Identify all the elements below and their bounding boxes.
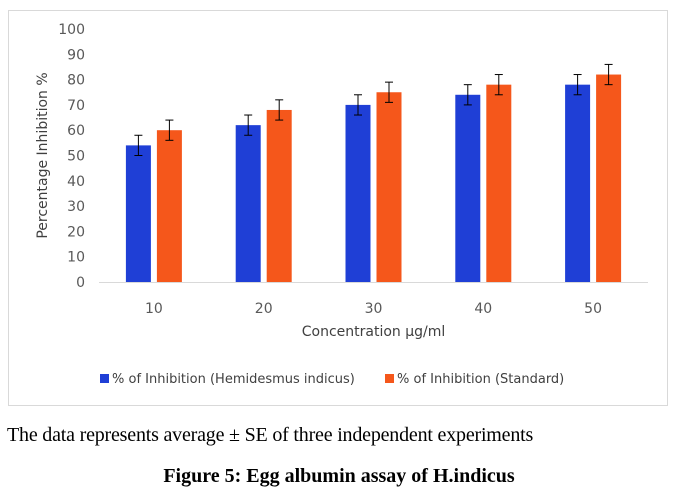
legend-swatch	[385, 374, 394, 383]
x-tick-label: 40	[474, 301, 492, 317]
x-tick-label: 20	[255, 301, 273, 317]
chart-frame	[8, 10, 668, 406]
y-tick-label: 90	[67, 47, 85, 63]
legend-label: % of Inhibition (Standard)	[397, 372, 564, 387]
y-tick-label: 80	[67, 73, 85, 89]
x-axis-ticks: 10 20 30 40 50	[145, 301, 602, 317]
bar	[376, 92, 402, 282]
bar	[486, 84, 512, 282]
footnote: The data represents average ± SE of thre…	[7, 424, 534, 446]
legend-label: % of Inhibition (Hemidesmus indicus)	[112, 372, 355, 387]
bar	[125, 145, 151, 282]
y-tick-label: 100	[58, 22, 85, 38]
x-tick-label: 10	[145, 301, 163, 317]
y-axis-title: Percentage Inhibition %	[35, 72, 51, 238]
bar	[596, 74, 622, 282]
y-tick-label: 70	[67, 98, 85, 114]
y-tick-label: 50	[67, 149, 85, 165]
y-tick-label: 0	[76, 275, 85, 291]
x-tick-label: 50	[584, 301, 602, 317]
y-tick-label: 20	[67, 224, 85, 240]
bar	[455, 94, 481, 282]
y-tick-label: 60	[67, 123, 85, 139]
y-axis-ticks: 0 10 20 30 40 50 60 70 80 90 100	[58, 22, 85, 291]
x-tick-label: 30	[365, 301, 383, 317]
legend: % of Inhibition (Hemidesmus indicus) % of…	[100, 372, 564, 387]
y-tick-label: 40	[67, 174, 85, 190]
y-tick-label: 10	[67, 250, 85, 266]
legend-swatch	[100, 374, 109, 383]
y-tick-label: 30	[67, 199, 85, 215]
bar	[345, 104, 371, 283]
bar	[266, 109, 292, 283]
bar	[156, 130, 182, 282]
bar	[235, 125, 261, 282]
bars	[125, 74, 622, 283]
error-bars	[134, 63, 613, 156]
figure-caption: Figure 5: Egg albumin assay of H.indicus	[163, 465, 515, 487]
x-axis-title: Concentration μg/ml	[302, 324, 446, 340]
bar	[565, 84, 591, 282]
bar-chart: 0 10 20 30 40 50 60 70 80 90 100 10 20 30 40 50 Concen…	[35, 22, 648, 387]
